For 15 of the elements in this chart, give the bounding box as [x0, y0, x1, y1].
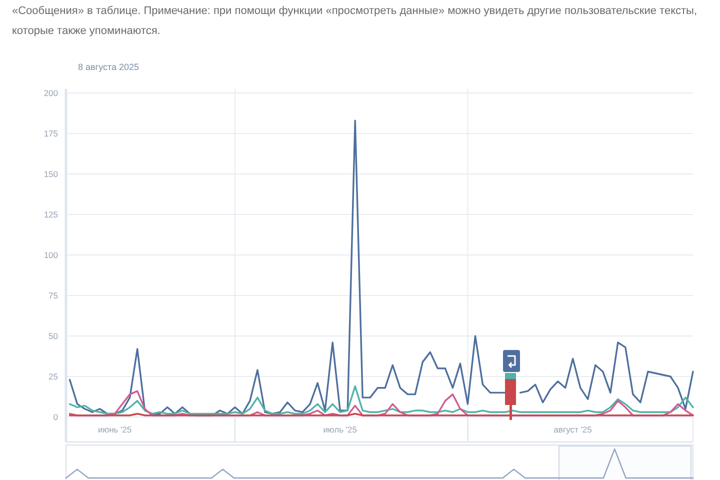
y-tick-label: 175 — [44, 128, 58, 138]
y-tick-label: 75 — [48, 290, 58, 300]
y-tick-label: 100 — [44, 250, 58, 260]
line-series — [68, 385, 694, 415]
x-tick-label: июнь '25 — [98, 424, 132, 434]
chart-subtitle: 8 августа 2025 — [78, 62, 140, 72]
chart-title: «Сообщения» в таблице. Примечание: при помощи функции «просмотреть данные» можно увидеть другие пользовательские тексты, которые также упоминаются. — [12, 4, 698, 39]
y-tick-label: 25 — [48, 371, 58, 382]
y-tick-label: 0 — [53, 412, 58, 422]
y-tick-label: 50 — [48, 330, 58, 341]
y-tick-label: 125 — [44, 209, 58, 220]
y-tick-label: 150 — [44, 168, 58, 179]
x-tick-label: август '25 — [554, 424, 592, 434]
y-tick-label: 200 — [44, 88, 58, 98]
x-tick-label: июль '25 — [323, 424, 358, 434]
